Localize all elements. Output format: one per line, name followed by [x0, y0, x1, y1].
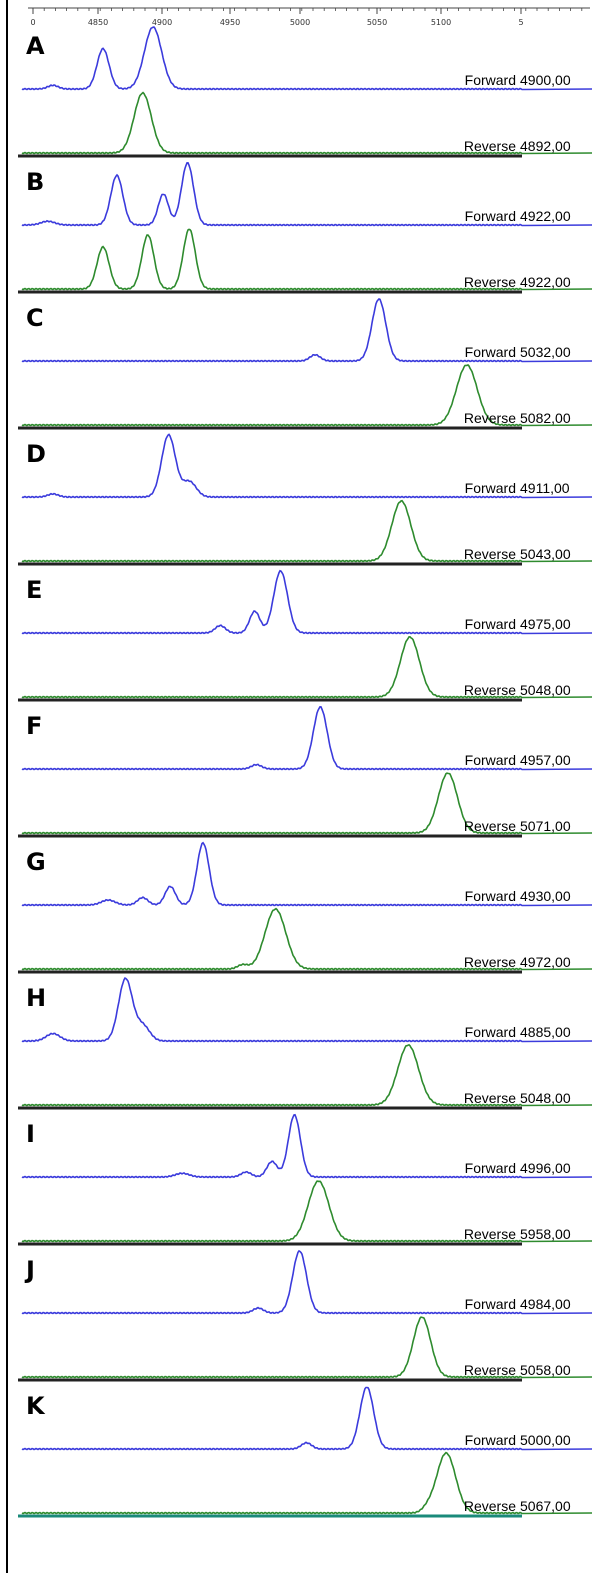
panel-c: C Forward 5032,00 Reverse 5082,00	[18, 297, 593, 430]
forward-value: 4900,00	[520, 72, 571, 88]
forward-label: Forward	[465, 208, 516, 224]
reverse-trace	[21, 228, 593, 291]
x-axis: 0 4850 4900 4950 5000 5050 5100 5	[28, 7, 590, 27]
forward-label: Forward	[465, 888, 516, 904]
forward-trace	[21, 1113, 593, 1179]
forward-value: 4885,00	[520, 1024, 571, 1040]
forward-trace	[21, 26, 593, 91]
x-tick-label: 4950	[220, 18, 240, 27]
reverse-value: 5071,00	[520, 818, 571, 834]
forward-label: Forward	[465, 1024, 516, 1040]
forward-value: 5000,00	[520, 1432, 571, 1448]
panel-label: J	[24, 1256, 35, 1284]
forward-label: Forward	[465, 72, 516, 88]
forward-label: Forward	[465, 480, 516, 496]
forward-label: Forward	[465, 1296, 516, 1312]
forward-value: 4911,00	[520, 480, 570, 496]
panel-label: A	[26, 32, 45, 60]
panel-f: F Forward 4957,00 Reverse 5071,00	[18, 705, 593, 838]
panel-label: I	[26, 1120, 35, 1148]
reverse-label: Reverse	[464, 1226, 516, 1242]
panel-e: E Forward 4975,00 Reverse 5048,00	[18, 569, 593, 702]
panel-label: H	[26, 984, 46, 1012]
x-tick-label: 4850	[88, 18, 108, 27]
reverse-trace	[21, 1043, 593, 1107]
panel-a: A Forward 4900,00 Reverse 4892,00	[18, 26, 593, 158]
reverse-value: 4972,00	[520, 954, 571, 970]
forward-label: Forward	[465, 344, 516, 360]
x-tick-label: 4900	[152, 18, 172, 27]
panel-label: D	[26, 440, 46, 468]
forward-label: Forward	[465, 752, 516, 768]
forward-value: 4957,00	[520, 752, 571, 768]
x-tick-label: 5050	[367, 18, 387, 27]
forward-trace	[21, 569, 593, 635]
forward-trace	[21, 297, 593, 363]
reverse-label: Reverse	[464, 138, 516, 154]
forward-label: Forward	[465, 616, 516, 632]
reverse-label: Reverse	[464, 1362, 516, 1378]
panel-h: H Forward 4885,00 Reverse 5048,00	[18, 977, 593, 1110]
reverse-value: 5082,00	[520, 410, 571, 426]
forward-trace	[21, 705, 593, 771]
forward-trace	[21, 1386, 593, 1451]
reverse-value: 5048,00	[520, 1090, 571, 1106]
x-tick-label: 5	[518, 18, 523, 27]
reverse-value: 4922,00	[520, 274, 571, 290]
forward-label: Forward	[465, 1432, 516, 1448]
forward-value: 4922,00	[520, 208, 571, 224]
panel-j: J Forward 4984,00 Reverse 5058,00	[18, 1249, 593, 1382]
panel-label: E	[26, 576, 42, 604]
panel-label: B	[26, 168, 44, 196]
reverse-value: 4892,00	[520, 138, 571, 154]
reverse-label: Reverse	[464, 682, 516, 698]
reverse-label: Reverse	[464, 818, 516, 834]
reverse-trace	[21, 772, 593, 835]
reverse-value: 5048,00	[520, 682, 571, 698]
forward-trace	[21, 161, 593, 227]
reverse-label: Reverse	[464, 546, 516, 562]
reverse-label: Reverse	[464, 1090, 516, 1106]
forward-value: 4975,00	[520, 616, 571, 632]
forward-trace	[21, 1249, 593, 1315]
forward-trace	[21, 977, 593, 1043]
reverse-trace	[21, 1180, 593, 1243]
reverse-label: Reverse	[464, 274, 516, 290]
panel-label: G	[26, 848, 46, 876]
panel-k: K Forward 5000,00 Reverse 5067,00	[18, 1386, 593, 1518]
panel-g: G Forward 4930,00 Reverse 4972,00	[18, 841, 593, 974]
x-tick-label: 5100	[431, 18, 451, 27]
forward-trace	[21, 841, 593, 907]
reverse-value: 5058,00	[520, 1362, 571, 1378]
panel-label: C	[26, 304, 44, 332]
forward-trace	[21, 433, 593, 499]
forward-value: 4996,00	[520, 1160, 571, 1176]
reverse-value: 5043,00	[520, 546, 571, 562]
reverse-trace	[21, 364, 593, 427]
forward-label: Forward	[465, 1160, 516, 1176]
reverse-label: Reverse	[464, 954, 516, 970]
reverse-value: 5067,00	[520, 1498, 571, 1514]
panel-i: I Forward 4996,00 Reverse 5958,00	[18, 1113, 593, 1246]
reverse-trace	[21, 1451, 593, 1515]
reverse-trace	[21, 635, 593, 699]
reverse-trace	[21, 1316, 593, 1379]
reverse-trace	[21, 91, 593, 155]
forward-value: 4930,00	[520, 888, 571, 904]
panel-d: D Forward 4911,00 Reverse 5043,00	[18, 433, 593, 566]
reverse-label: Reverse	[464, 1498, 516, 1514]
reverse-trace	[21, 499, 593, 563]
forward-value: 4984,00	[520, 1296, 571, 1312]
reverse-label: Reverse	[464, 410, 516, 426]
reverse-trace	[21, 907, 593, 971]
reverse-value: 5958,00	[520, 1226, 571, 1242]
x-tick-label: 0	[30, 18, 35, 27]
x-tick-label: 5000	[290, 18, 310, 27]
panel-label: F	[26, 712, 42, 740]
panel-label: K	[26, 1392, 46, 1420]
forward-value: 5032,00	[520, 344, 571, 360]
